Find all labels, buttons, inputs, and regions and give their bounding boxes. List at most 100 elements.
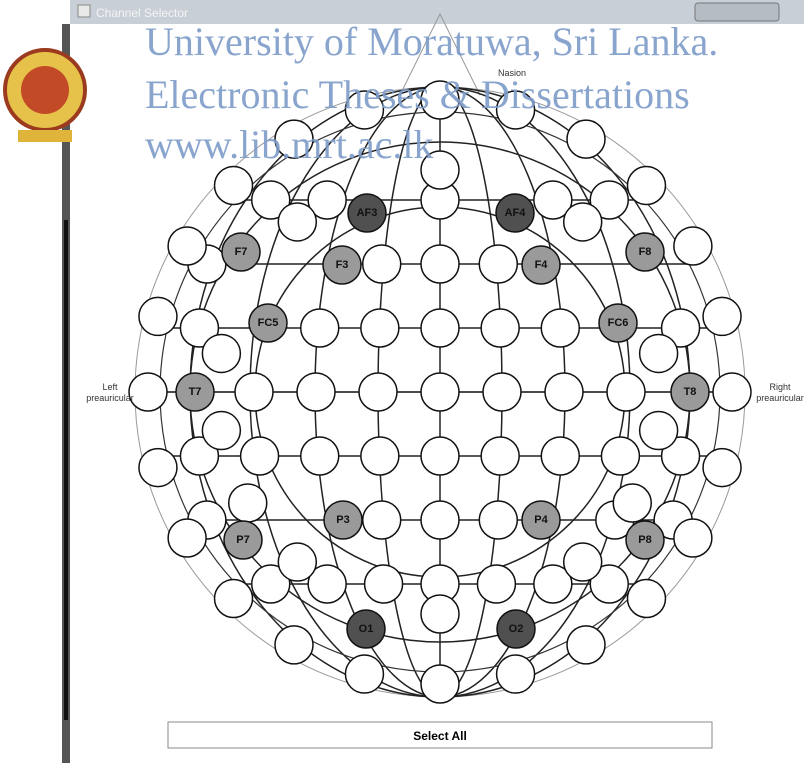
electrode-label: P7 [236, 534, 249, 546]
electrode[interactable] [533, 564, 573, 604]
electrode[interactable] [299, 308, 340, 348]
electrode[interactable] [420, 308, 460, 348]
watermark-line: www.lib.mrt.ac.lk [145, 122, 433, 167]
electrode[interactable] [566, 625, 606, 665]
electrode[interactable] [307, 180, 347, 220]
selected-electrode[interactable] [670, 372, 710, 412]
electrode[interactable] [638, 410, 679, 451]
electrode[interactable] [344, 90, 385, 130]
electrode[interactable] [478, 500, 519, 540]
electrode[interactable] [179, 308, 220, 348]
electrode[interactable] [420, 500, 460, 540]
electrode[interactable] [480, 308, 520, 348]
electrode[interactable] [420, 372, 460, 412]
electrode[interactable] [360, 436, 400, 476]
select-all-label[interactable]: Select All [413, 729, 467, 743]
electrode[interactable] [138, 447, 178, 488]
electrode[interactable] [250, 180, 291, 220]
electrode[interactable] [600, 436, 641, 476]
electrode[interactable] [533, 180, 573, 220]
electrode[interactable] [702, 296, 742, 337]
electrode[interactable] [234, 372, 274, 412]
electrode[interactable] [626, 165, 667, 206]
selected-electrode[interactable] [175, 372, 215, 412]
selected-electrode[interactable] [323, 500, 363, 540]
electrode[interactable] [201, 410, 242, 451]
selected-electrode[interactable] [625, 520, 665, 560]
electrode[interactable] [277, 542, 318, 582]
electrode-label: F4 [535, 259, 549, 271]
electrode[interactable] [420, 150, 460, 190]
electrode[interactable] [495, 654, 536, 694]
electrode[interactable] [307, 564, 347, 604]
window-title: Channel Selector [96, 6, 188, 20]
electrode[interactable] [540, 436, 581, 476]
electrode[interactable] [128, 372, 168, 412]
electrode[interactable] [540, 308, 581, 348]
electrode[interactable] [299, 436, 340, 476]
selected-electrode[interactable] [495, 193, 535, 233]
electrode[interactable] [167, 518, 207, 558]
electrode[interactable] [167, 226, 207, 266]
electrode[interactable] [673, 518, 713, 558]
electrode[interactable] [361, 500, 402, 540]
window-controls[interactable] [694, 2, 780, 22]
electrode[interactable] [179, 436, 220, 476]
electrode[interactable] [660, 436, 701, 476]
electrode[interactable] [239, 436, 280, 476]
electrode[interactable] [344, 654, 385, 694]
electrode[interactable] [274, 625, 314, 665]
electrode[interactable] [420, 244, 460, 284]
electrode[interactable] [638, 333, 679, 374]
electrode[interactable] [626, 578, 667, 619]
electrode[interactable] [566, 119, 606, 159]
electrode[interactable] [673, 226, 713, 266]
electrode[interactable] [612, 483, 653, 523]
selected-electrode[interactable] [521, 245, 561, 285]
electrode[interactable] [213, 165, 254, 206]
electrode[interactable] [213, 578, 254, 619]
selected-electrode[interactable] [496, 609, 536, 649]
electrode[interactable] [274, 119, 314, 159]
electrode-label: P4 [534, 514, 548, 526]
selected-electrode[interactable] [521, 500, 561, 540]
selected-electrode[interactable] [598, 303, 638, 343]
electrode[interactable] [712, 372, 752, 412]
electrode[interactable] [420, 594, 460, 634]
select-all-button[interactable] [167, 721, 713, 749]
electrode[interactable] [478, 244, 519, 284]
electrode[interactable] [660, 308, 701, 348]
electrode[interactable] [544, 372, 584, 412]
selected-electrode[interactable] [347, 193, 387, 233]
electrode[interactable] [296, 372, 336, 412]
head-diagram: AF3 AF4 F7 F3 F4 F8 FC5 FC6 T7 T8 P3 P4 P7 P8 O1 O2 [128, 12, 752, 704]
electrode[interactable] [227, 483, 268, 523]
selected-electrode[interactable] [625, 232, 665, 272]
electrode[interactable] [589, 180, 630, 220]
electrode[interactable] [250, 564, 291, 604]
electrode[interactable] [361, 244, 402, 284]
electrode[interactable] [495, 90, 536, 130]
electrode[interactable] [420, 80, 460, 120]
electrode[interactable] [138, 296, 178, 337]
selected-electrode[interactable] [221, 232, 261, 272]
electrode[interactable] [482, 372, 522, 412]
selected-electrode[interactable] [248, 303, 288, 343]
electrode[interactable] [606, 372, 646, 412]
electrode[interactable] [476, 564, 517, 604]
selected-electrode[interactable] [322, 245, 362, 285]
electrode[interactable] [589, 564, 630, 604]
electrode[interactable] [363, 564, 404, 604]
electrode[interactable] [480, 436, 520, 476]
selected-electrode[interactable] [346, 609, 386, 649]
electrode[interactable] [360, 308, 400, 348]
electrode[interactable] [358, 372, 398, 412]
electrode[interactable] [562, 202, 603, 242]
electrode[interactable] [702, 447, 742, 488]
selected-electrode[interactable] [223, 520, 263, 560]
electrode[interactable] [420, 436, 460, 476]
electrode[interactable] [562, 542, 603, 582]
electrode[interactable] [420, 664, 460, 704]
electrode[interactable] [277, 202, 318, 242]
electrode[interactable] [201, 333, 242, 374]
